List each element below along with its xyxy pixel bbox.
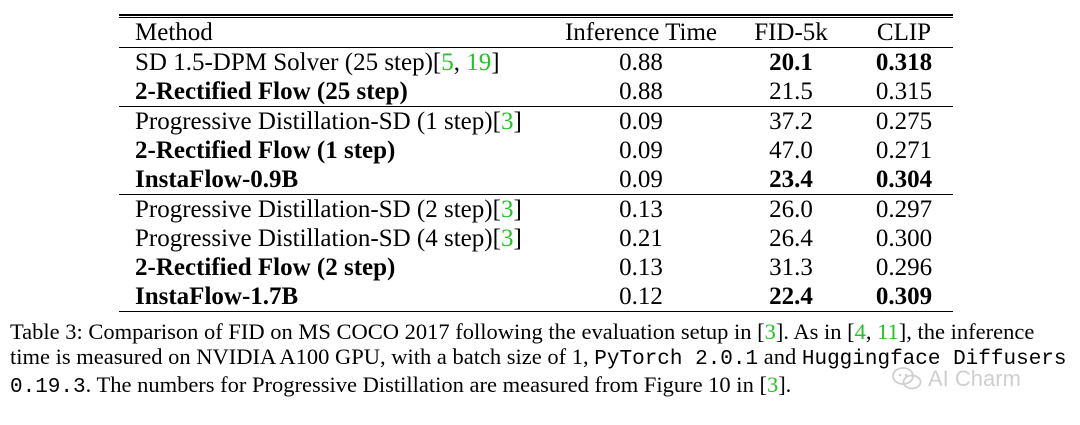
method-cell: 2-Rectified Flow (2 step) <box>119 253 555 282</box>
citation-bracket: ] <box>513 196 522 223</box>
caption-text: Comparison of FID on MS COCO 2017 follow… <box>82 319 765 344</box>
caption-text: ]. As in [ <box>775 319 855 344</box>
method-cell: InstaFlow-1.7B <box>119 282 555 312</box>
clip-cell: 0.304 <box>875 166 933 193</box>
citation-link[interactable]: 3 <box>500 196 514 223</box>
method-cell: 2-Rectified Flow (25 step) <box>119 77 555 107</box>
inference-time-cell: 0.13 <box>619 196 663 223</box>
fid-cell: 37.2 <box>769 108 813 135</box>
fid-cell: 26.4 <box>769 225 813 252</box>
method-name: 2-Rectified Flow (1 step) <box>135 137 396 164</box>
table-row: SD 1.5-DPM Solver (25 step)[5, 19] 0.88 20… <box>119 47 953 78</box>
clip-cell: 0.300 <box>875 225 933 252</box>
clip-cell: 0.309 <box>875 283 933 310</box>
inference-time-cell: 0.12 <box>619 283 663 310</box>
method-name: InstaFlow-0.9B <box>135 166 299 193</box>
top-rule-2 <box>119 17 953 18</box>
method-name: 2-Rectified Flow (25 step) <box>135 78 408 105</box>
inference-time-cell: 0.09 <box>619 166 663 193</box>
fid-cell: 31.3 <box>769 254 813 281</box>
header-inference-time: Inference Time <box>564 19 718 46</box>
fid-cell: 21.5 <box>769 78 813 105</box>
clip-cell: 0.275 <box>875 108 933 135</box>
citation-bracket: ] <box>513 108 522 135</box>
method-name: InstaFlow-1.7B <box>135 283 299 310</box>
method-name: 2-Rectified Flow (2 step) <box>135 254 396 281</box>
header-fid: FID-5k <box>754 19 828 46</box>
method-name: Progressive Distillation-SD (1 step)[ <box>135 108 501 135</box>
clip-cell: 0.315 <box>875 78 933 105</box>
inference-time-cell: 0.21 <box>619 225 663 252</box>
inference-time-cell: 0.88 <box>619 78 663 105</box>
table-row: InstaFlow-1.7B 0.12 22.4 0.309 <box>119 282 953 312</box>
method-cell: Progressive Distillation-SD (4 step)[3] <box>119 224 555 253</box>
table-row: Progressive Distillation-SD (2 step)[3] 0… <box>119 194 953 225</box>
top-rule <box>119 14 953 16</box>
caption-label: Table 3: <box>10 319 83 344</box>
citation-bracket: ] <box>491 49 500 76</box>
inference-time-cell: 0.13 <box>619 254 663 281</box>
citation-link[interactable]: 19 <box>466 49 492 76</box>
table-row: InstaFlow-0.9B 0.09 23.4 0.304 <box>119 165 953 195</box>
caption-text: ], the inference time is measured on NVI… <box>10 319 1035 369</box>
fid-cell: 23.4 <box>769 166 813 193</box>
caption-text: , <box>865 319 878 344</box>
clip-cell: 0.297 <box>875 196 933 223</box>
method-name: Progressive Distillation-SD (4 step)[ <box>135 225 501 252</box>
citation-link[interactable]: 3 <box>500 108 514 135</box>
fid-cell: 20.1 <box>769 49 813 76</box>
results-table-grid: Method Inference Time FID-5k CLIP SD 1.5… <box>119 18 953 312</box>
caption-code: PyTorch 2.0.1 <box>594 348 759 371</box>
table-row: 2-Rectified Flow (1 step) 0.09 47.0 0.271 <box>119 136 953 165</box>
method-name: SD 1.5-DPM Solver (25 step)[ <box>135 49 442 76</box>
method-cell: Progressive Distillation-SD (2 step)[3] <box>119 195 555 225</box>
clip-cell: 0.296 <box>875 254 933 281</box>
method-cell: Progressive Distillation-SD (1 step)[3] <box>119 107 555 137</box>
caption-text: and <box>758 344 802 369</box>
header-clip: CLIP <box>876 19 932 46</box>
clip-cell: 0.271 <box>875 137 933 164</box>
table-row: 2-Rectified Flow (25 step) 0.88 21.5 0.315 <box>119 77 953 107</box>
table-header-row: Method Inference Time FID-5k CLIP <box>119 18 953 48</box>
citation-link[interactable]: 3 <box>766 372 779 397</box>
wechat-icon <box>892 366 922 392</box>
table-row: 2-Rectified Flow (2 step) 0.13 31.3 0.296 <box>119 253 953 282</box>
method-cell: InstaFlow-0.9B <box>119 165 555 195</box>
header-method: Method <box>135 19 213 46</box>
inference-time-cell: 0.09 <box>619 108 663 135</box>
method-cell: SD 1.5-DPM Solver (25 step)[5, 19] <box>119 48 555 78</box>
method-name: Progressive Distillation-SD (2 step)[ <box>135 196 501 223</box>
fid-cell: 22.4 <box>769 283 813 310</box>
citation-link[interactable]: 3 <box>500 225 514 252</box>
method-cell: 2-Rectified Flow (1 step) <box>119 136 555 165</box>
watermark-text: AI Charm <box>928 366 1021 391</box>
table-row: Progressive Distillation-SD (4 step)[3] 0… <box>119 224 953 253</box>
table-caption: Table 3: Comparison of FID on MS COCO 20… <box>10 319 1070 400</box>
citation-link[interactable]: 5 <box>441 49 454 76</box>
inference-time-cell: 0.88 <box>619 49 663 76</box>
inference-time-cell: 0.09 <box>619 137 663 164</box>
table-row: Progressive Distillation-SD (1 step)[3] 0… <box>119 106 953 137</box>
caption-text: ]. <box>778 372 792 397</box>
citation-link[interactable]: 3 <box>764 319 776 344</box>
fid-cell: 26.0 <box>769 196 813 223</box>
clip-cell: 0.318 <box>875 49 933 76</box>
citation-link[interactable]: 11 <box>877 319 899 344</box>
fid-cell: 47.0 <box>769 137 813 164</box>
citation-bracket: ] <box>513 225 522 252</box>
caption-text: . The numbers for Progressive Distillati… <box>85 372 767 397</box>
citation-separator: , <box>453 49 467 76</box>
citation-link[interactable]: 4 <box>854 319 866 344</box>
watermark: AI Charm <box>892 362 1052 398</box>
caption-code: Huggingface Diffusers 0.19.3 <box>10 348 1067 399</box>
